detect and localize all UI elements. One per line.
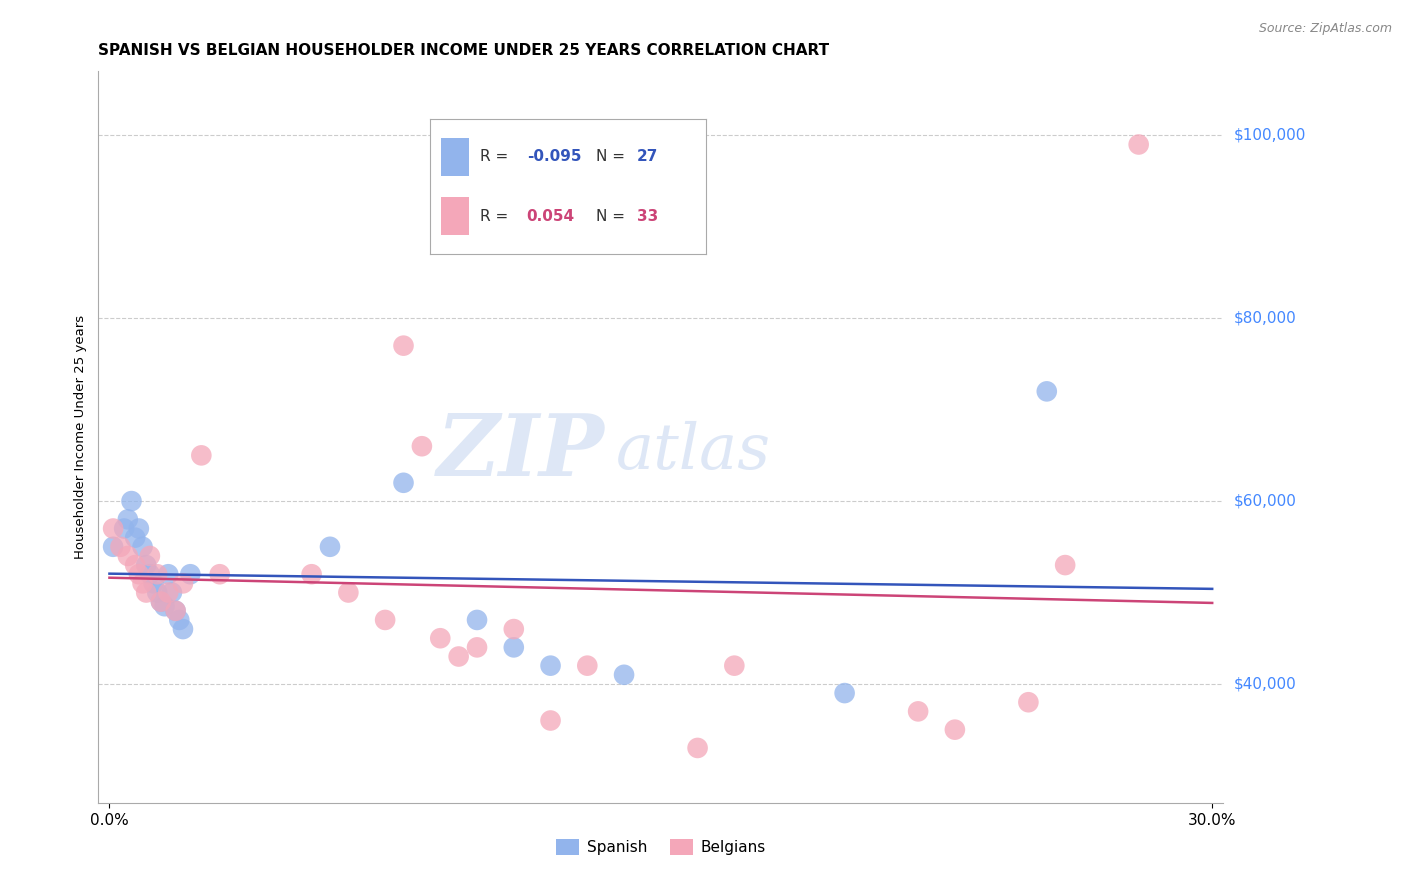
Point [172,576,194,591]
Point [907,705,929,719]
Point [139,567,162,582]
Text: SPANISH VS BELGIAN HOUSEHOLDER INCOME UNDER 25 YEARS CORRELATION CHART: SPANISH VS BELGIAN HOUSEHOLDER INCOME UN… [98,43,830,58]
Point [110,540,132,554]
Point [131,540,153,554]
Point [1036,384,1059,399]
Point [576,658,599,673]
Point [190,448,212,462]
Point [128,521,150,535]
Point [169,613,191,627]
Point [157,567,180,582]
Point [613,667,636,681]
Point [153,599,176,614]
Point [124,558,146,573]
Point [121,494,143,508]
Point [172,622,194,636]
Point [160,585,183,599]
Point [337,585,360,599]
Point [146,585,169,599]
Point [112,521,135,535]
Point [540,714,562,728]
Point [1054,558,1077,573]
Point [540,658,562,673]
Point [179,567,201,582]
Point [101,540,124,554]
Point [374,613,396,627]
Text: $60,000: $60,000 [1234,493,1298,508]
Text: $100,000: $100,000 [1234,128,1306,143]
Point [101,521,124,535]
Point [301,567,323,582]
Point [502,640,524,655]
Y-axis label: Householder Income Under 25 years: Householder Income Under 25 years [75,315,87,559]
Text: atlas: atlas [616,421,770,483]
Point [139,549,162,563]
Point [502,622,524,636]
Point [1017,695,1039,709]
Point [392,475,415,490]
Point [165,604,187,618]
Point [429,632,451,646]
Point [149,594,172,608]
Point [117,549,139,563]
Point [157,585,180,599]
Point [135,558,157,573]
Point [165,604,187,618]
Legend: Spanish, Belgians: Spanish, Belgians [550,833,772,861]
Point [447,649,470,664]
Point [943,723,966,737]
Point [686,740,709,755]
Point [131,576,153,591]
Point [128,567,150,582]
Point [146,567,169,582]
Point [465,640,488,655]
Point [135,585,157,599]
Point [1128,137,1150,152]
Point [319,540,342,554]
Text: Source: ZipAtlas.com: Source: ZipAtlas.com [1258,22,1392,36]
Point [208,567,231,582]
Point [117,512,139,526]
Text: $40,000: $40,000 [1234,676,1296,691]
Point [149,594,172,608]
Point [124,531,146,545]
Point [723,658,745,673]
Point [411,439,433,453]
Point [142,576,165,591]
Text: ZIP: ZIP [437,410,605,493]
Point [465,613,488,627]
Text: $80,000: $80,000 [1234,310,1296,326]
Point [392,338,415,352]
Point [834,686,856,700]
